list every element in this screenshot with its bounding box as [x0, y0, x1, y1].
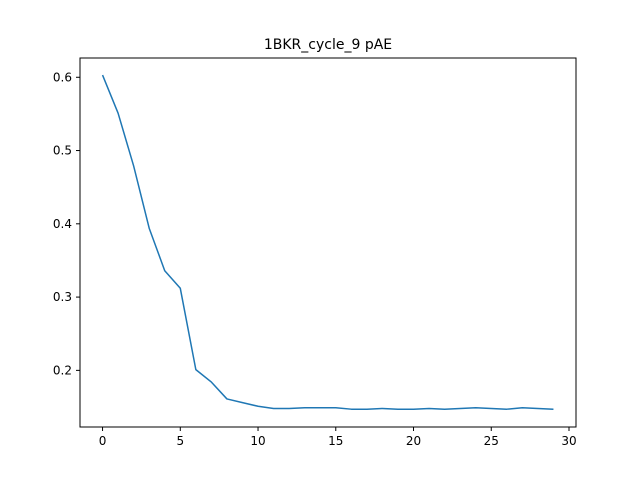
y-tick-label: 0.2	[53, 363, 72, 377]
y-tick-label: 0.6	[53, 70, 72, 84]
y-tick-label: 0.5	[53, 144, 72, 158]
y-tick-label: 0.4	[53, 217, 72, 231]
series-line-0	[101, 74, 554, 410]
x-tick-label: 5	[176, 434, 184, 448]
series-layer	[101, 74, 554, 410]
y-axis: 0.2 0.3 0.4 0.5 0.6	[53, 70, 80, 377]
x-tick-label: 20	[406, 434, 421, 448]
x-tick-label: 30	[561, 434, 576, 448]
plot-area	[80, 58, 576, 427]
y-tick-label: 0.3	[53, 290, 72, 304]
x-axis: 0 5 10 15 20 25 30	[99, 427, 577, 448]
x-tick-label: 10	[250, 434, 265, 448]
x-tick-label: 0	[99, 434, 107, 448]
chart-title: 1BKR_cycle_9 pAE	[264, 37, 392, 53]
x-tick-label: 25	[484, 434, 499, 448]
plot-frame	[79, 57, 577, 428]
x-tick-label: 15	[328, 434, 343, 448]
